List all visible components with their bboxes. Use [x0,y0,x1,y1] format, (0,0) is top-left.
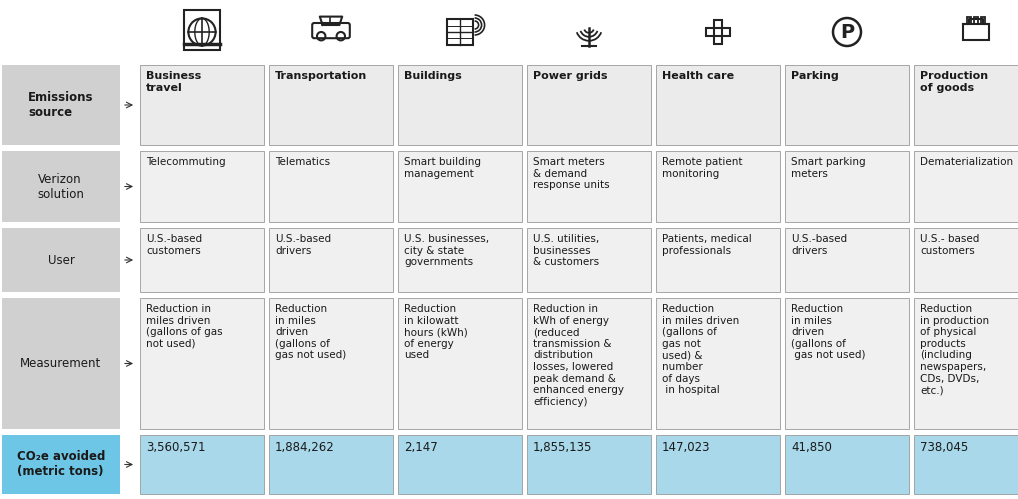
Bar [785,151,909,222]
Bar [914,228,1018,292]
Text: Measurement: Measurement [20,357,102,370]
Text: Emissions
source: Emissions source [29,91,94,119]
Bar [967,16,971,23]
Text: 2,147: 2,147 [404,441,438,454]
Text: Patients, medical
professionals: Patients, medical professionals [662,234,751,255]
Text: 1,884,262: 1,884,262 [275,441,335,454]
Bar [184,10,220,50]
Bar [2,65,120,145]
Text: Business
travel: Business travel [146,71,202,93]
Bar [963,23,988,40]
Bar [656,228,780,292]
Text: Health care: Health care [662,71,734,81]
Bar [269,228,393,292]
Bar [527,435,651,494]
Text: Reduction
in miles
driven
(gallons of
gas not used): Reduction in miles driven (gallons of ga… [275,304,346,360]
Text: CO₂e avoided
(metric tons): CO₂e avoided (metric tons) [17,451,105,479]
Bar [2,298,120,429]
Bar [527,228,651,292]
Bar [785,298,909,429]
Bar [974,16,978,23]
Text: Buildings: Buildings [404,71,462,81]
Bar [398,151,522,222]
Text: 738,045: 738,045 [920,441,968,454]
Bar [914,298,1018,429]
Text: U.S. utilities,
businesses
& customers: U.S. utilities, businesses & customers [533,234,600,267]
Text: Parking: Parking [791,71,839,81]
Text: 1,855,135: 1,855,135 [533,441,592,454]
Text: U.S. businesses,
city & state
governments: U.S. businesses, city & state government… [404,234,489,267]
Bar [2,435,120,494]
Text: Reduction
in miles
driven
(gallons of
 gas not used): Reduction in miles driven (gallons of ga… [791,304,865,360]
Text: Telematics: Telematics [275,157,330,167]
Text: P: P [840,22,854,41]
Bar [785,228,909,292]
Bar [398,298,522,429]
Bar [914,65,1018,145]
Text: U.S.-based
drivers: U.S.-based drivers [791,234,847,255]
Text: Telecommuting: Telecommuting [146,157,226,167]
Bar [656,151,780,222]
Bar [656,435,780,494]
Text: Reduction
in production
of physical
products
(including
newspapers,
CDs, DVDs,
e: Reduction in production of physical prod… [920,304,989,395]
Bar [527,65,651,145]
Text: User: User [48,253,74,266]
Bar [2,228,120,292]
Text: Reduction in
miles driven
(gallons of gas
not used): Reduction in miles driven (gallons of ga… [146,304,223,349]
Text: U.S.-based
drivers: U.S.-based drivers [275,234,331,255]
Bar [269,435,393,494]
Text: Smart building
management: Smart building management [404,157,480,179]
Text: Reduction
in miles driven
(gallons of
gas not
used) &
number
of days
 in hospita: Reduction in miles driven (gallons of ga… [662,304,739,395]
Bar [140,65,264,145]
Bar [269,298,393,429]
Bar [706,28,730,36]
Bar [447,19,472,44]
Text: Smart meters
& demand
response units: Smart meters & demand response units [533,157,610,190]
Text: 3,560,571: 3,560,571 [146,441,206,454]
Bar [785,65,909,145]
Bar [269,65,393,145]
Bar [785,435,909,494]
Text: 41,850: 41,850 [791,441,832,454]
Bar [398,228,522,292]
Bar [398,435,522,494]
Text: U.S.-based
customers: U.S.-based customers [146,234,203,255]
Bar [140,298,264,429]
Text: Verizon
solution: Verizon solution [38,173,84,201]
Text: Smart parking
meters: Smart parking meters [791,157,865,179]
Bar [2,151,120,222]
Text: Reduction
in kilowatt
hours (kWh)
of energy
used: Reduction in kilowatt hours (kWh) of ene… [404,304,467,360]
Bar [914,435,1018,494]
Bar [527,151,651,222]
Text: Dematerialization: Dematerialization [920,157,1013,167]
Text: 147,023: 147,023 [662,441,711,454]
Bar [398,65,522,145]
Bar [269,151,393,222]
Bar [714,20,722,44]
Bar [981,16,985,23]
Bar [527,298,651,429]
Bar [914,151,1018,222]
Text: Power grids: Power grids [533,71,608,81]
Bar [656,65,780,145]
Bar [656,298,780,429]
Bar [140,228,264,292]
Text: Production
of goods: Production of goods [920,71,988,93]
Bar [140,151,264,222]
Text: Reduction in
kWh of energy
(reduced
transmission &
distribution
losses, lowered
: Reduction in kWh of energy (reduced tran… [533,304,624,407]
Text: Remote patient
monitoring: Remote patient monitoring [662,157,742,179]
Text: U.S.- based
customers: U.S.- based customers [920,234,979,255]
Bar [140,435,264,494]
Text: Transportation: Transportation [275,71,367,81]
